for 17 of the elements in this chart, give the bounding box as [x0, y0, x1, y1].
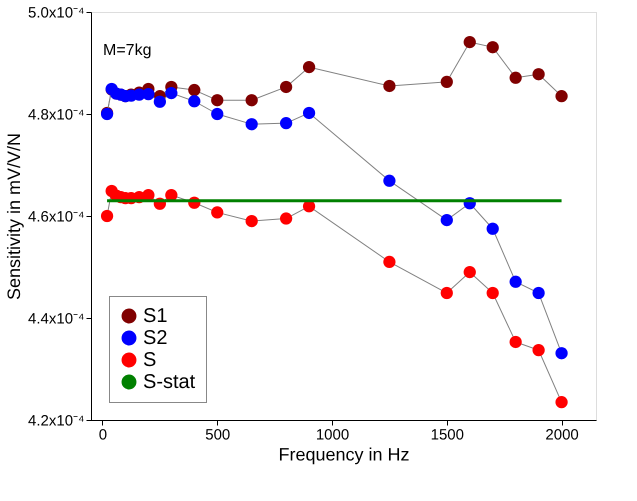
- legend-label: S1: [143, 305, 168, 327]
- y-tick-label: 5.0x10⁻⁴: [28, 4, 84, 22]
- y-tick-label: 4.6x10⁻⁴: [28, 208, 84, 226]
- x-tick-label: 2000: [545, 426, 579, 444]
- annotation: M=7kg: [103, 42, 152, 59]
- x-tick-label: 0: [98, 426, 108, 444]
- y-tick-label: 4.2x10⁻⁴: [28, 412, 84, 430]
- x-axis-title: Frequency in Hz: [278, 444, 410, 464]
- legend-label: S-stat: [143, 371, 196, 393]
- y-tick-label: 4.8x10⁻⁴: [28, 106, 84, 124]
- x-tick-label: 1000: [316, 426, 350, 444]
- legend-label: S: [143, 349, 156, 371]
- legend-label: S2: [143, 327, 168, 349]
- x-tick-label: 500: [205, 426, 230, 444]
- y-axis-title: Sensitivity in mV/V/N: [4, 132, 24, 300]
- x-tick-label: 1500: [430, 426, 464, 444]
- y-tick-label: 4.4x10⁻⁴: [28, 310, 84, 328]
